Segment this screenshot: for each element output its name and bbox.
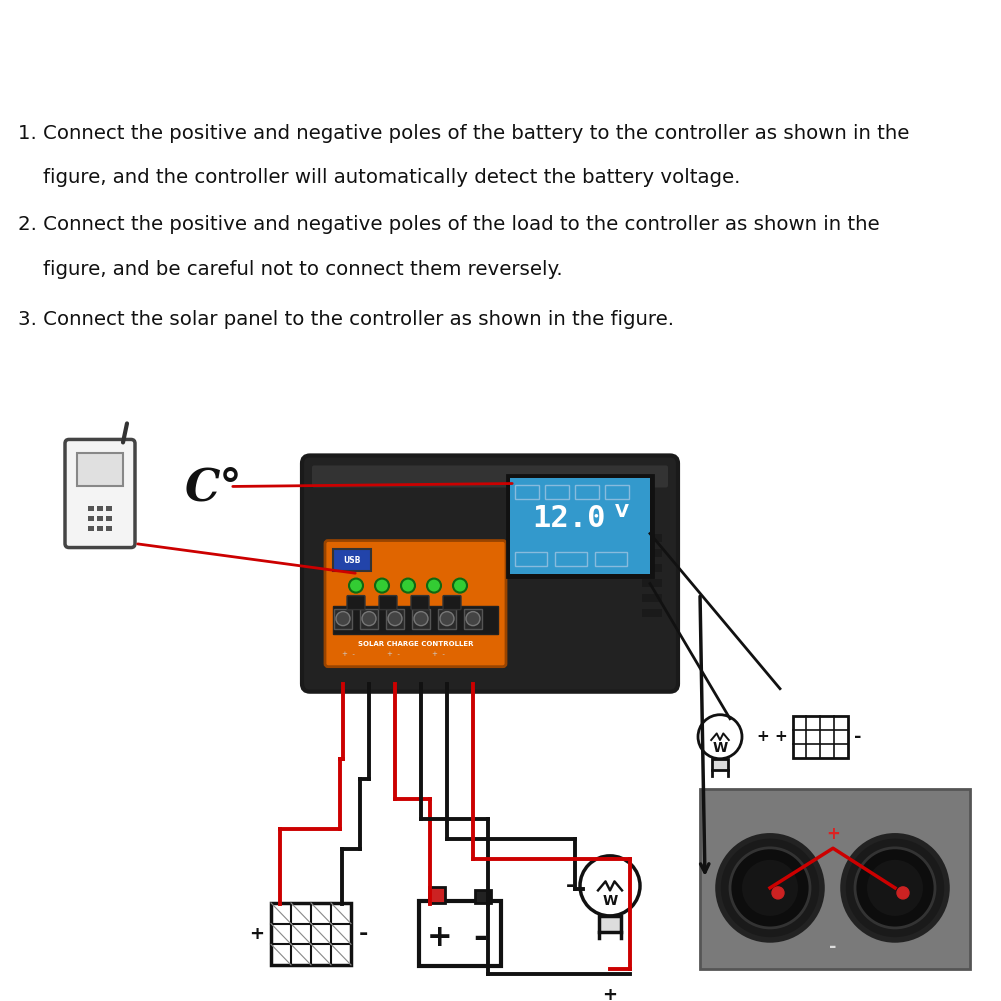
Text: +  -: + - — [431, 651, 444, 657]
Text: +  -: + - — [386, 651, 399, 657]
Circle shape — [742, 860, 798, 916]
Bar — [642, 534, 662, 542]
Bar — [712, 759, 729, 770]
Circle shape — [453, 579, 467, 593]
Text: 2. Connect the positive and negative poles of the load to the controller as show: 2. Connect the positive and negative pol… — [18, 215, 880, 234]
Bar — [793, 716, 848, 758]
Bar — [515, 552, 547, 566]
Text: SOLAR CHARGE CONTROLLER: SOLAR CHARGE CONTROLLER — [357, 641, 473, 647]
Bar — [97, 507, 103, 511]
FancyBboxPatch shape — [302, 455, 678, 692]
Text: figure, and the controller will automatically detect the battery voltage.: figure, and the controller will automati… — [18, 168, 741, 187]
Bar — [106, 507, 112, 511]
Bar — [605, 485, 629, 499]
Text: W: W — [713, 741, 728, 755]
Text: USB: USB — [343, 557, 360, 565]
FancyBboxPatch shape — [347, 596, 365, 610]
FancyBboxPatch shape — [65, 439, 135, 548]
Bar — [599, 916, 622, 932]
Text: SYSTEM CONNECTION: SYSTEM CONNECTION — [0, 8, 1001, 100]
Bar — [464, 609, 482, 629]
Bar — [700, 789, 970, 969]
Text: V: V — [615, 503, 629, 521]
Bar — [475, 891, 491, 903]
Bar — [271, 903, 351, 965]
Bar — [386, 609, 404, 629]
Bar — [97, 517, 103, 521]
Circle shape — [698, 715, 742, 759]
Text: -: - — [358, 924, 367, 944]
Circle shape — [440, 612, 454, 626]
Bar — [412, 609, 430, 629]
Text: -: - — [566, 876, 575, 896]
Circle shape — [580, 856, 640, 916]
Text: +  -: + - — [341, 651, 354, 657]
Text: 3. Connect the solar panel to the controller as shown in the figure.: 3. Connect the solar panel to the contro… — [18, 310, 674, 328]
Circle shape — [401, 579, 415, 593]
Circle shape — [349, 579, 363, 593]
Circle shape — [362, 612, 376, 626]
Bar — [333, 549, 371, 571]
Text: +: + — [249, 925, 264, 943]
Bar — [106, 517, 112, 521]
Bar — [545, 485, 569, 499]
Bar — [642, 564, 662, 572]
Circle shape — [897, 887, 909, 899]
Bar — [334, 609, 352, 629]
Circle shape — [867, 860, 923, 916]
Text: +: + — [826, 825, 840, 843]
FancyBboxPatch shape — [379, 596, 397, 610]
Bar — [88, 517, 94, 521]
Text: -: - — [473, 922, 487, 954]
Text: +: + — [756, 730, 769, 744]
Circle shape — [772, 887, 784, 899]
Bar — [642, 594, 662, 602]
Bar — [77, 453, 123, 486]
Circle shape — [843, 836, 947, 940]
Bar — [429, 887, 445, 903]
Text: +: + — [774, 730, 787, 744]
Bar — [595, 552, 627, 566]
Bar — [97, 527, 103, 531]
Circle shape — [388, 612, 402, 626]
Bar — [88, 527, 94, 531]
FancyBboxPatch shape — [443, 596, 461, 610]
Bar — [642, 549, 662, 557]
FancyBboxPatch shape — [325, 541, 506, 667]
Bar — [555, 552, 587, 566]
Text: W: W — [603, 894, 618, 908]
Bar — [419, 901, 500, 966]
Text: 12.0: 12.0 — [533, 504, 606, 533]
Circle shape — [336, 612, 350, 626]
Text: -: - — [854, 728, 861, 746]
Bar — [507, 475, 653, 577]
Bar — [515, 485, 539, 499]
Text: +: + — [603, 986, 618, 1001]
Circle shape — [375, 579, 389, 593]
Text: 1. Connect the positive and negative poles of the battery to the controller as s: 1. Connect the positive and negative pol… — [18, 124, 909, 143]
Bar — [510, 478, 650, 574]
Circle shape — [730, 848, 810, 928]
Bar — [88, 507, 94, 511]
Bar — [642, 579, 662, 587]
Bar — [106, 527, 112, 531]
Bar — [642, 609, 662, 617]
Bar — [575, 485, 599, 499]
Bar — [438, 609, 456, 629]
Circle shape — [855, 848, 935, 928]
Bar — [360, 609, 378, 629]
FancyBboxPatch shape — [312, 465, 668, 487]
Text: +: + — [426, 924, 452, 952]
Text: C°: C° — [185, 466, 242, 510]
Circle shape — [718, 836, 822, 940]
Bar — [333, 606, 498, 634]
Text: figure, and be careful not to connect them reversely.: figure, and be careful not to connect th… — [18, 259, 563, 278]
Text: -: - — [829, 938, 837, 956]
Circle shape — [427, 579, 441, 593]
Circle shape — [466, 612, 480, 626]
Circle shape — [414, 612, 428, 626]
FancyBboxPatch shape — [411, 596, 429, 610]
